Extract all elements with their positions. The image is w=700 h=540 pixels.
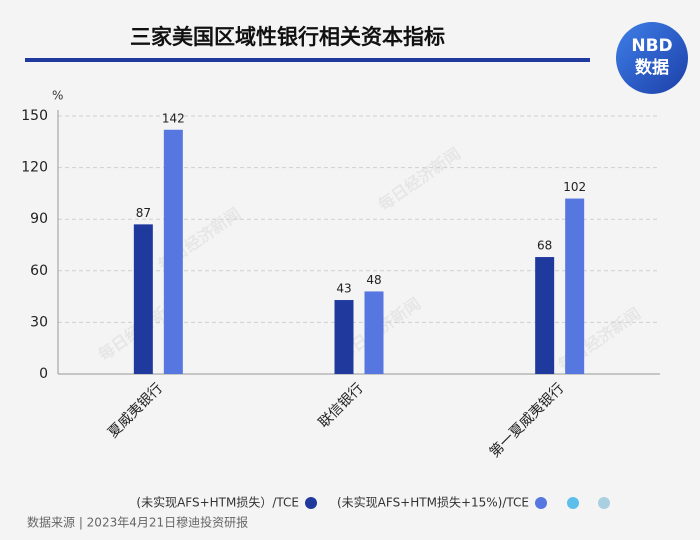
- y-tick-label: 150: [21, 108, 48, 124]
- y-tick-label: 120: [21, 160, 48, 176]
- y-tick-label: 90: [30, 211, 48, 227]
- value-label: 68: [537, 239, 552, 253]
- bar: [163, 129, 183, 374]
- logo-bottom: 数据: [635, 57, 669, 78]
- y-tick-label: 60: [30, 263, 48, 279]
- value-label: 102: [563, 180, 586, 194]
- legend-dot: [567, 497, 579, 509]
- bar: [535, 257, 555, 374]
- bar: [565, 198, 585, 374]
- legend-dot: [598, 497, 610, 509]
- legend-swatch: [535, 497, 547, 509]
- legend-label: (未实现AFS+HTM损失+15%)/TCE: [337, 495, 529, 510]
- y-unit: %: [52, 89, 63, 103]
- legend-label: (未实现AFS+HTM损失）/TCE: [136, 495, 299, 510]
- logo-top: NBD: [631, 36, 672, 56]
- bar: [364, 291, 384, 374]
- bar: [334, 300, 354, 374]
- value-label: 43: [336, 282, 351, 296]
- y-tick-label: 0: [39, 366, 48, 382]
- legend-swatch: [305, 497, 317, 509]
- chart-title: 三家美国区域性银行相关资本指标: [130, 25, 445, 49]
- value-label: 87: [136, 206, 151, 220]
- source: 数据来源 | 2023年4月21日穆迪投资研报: [27, 515, 248, 530]
- value-label: 142: [162, 111, 185, 125]
- title-underline: [25, 58, 590, 62]
- y-tick-label: 30: [30, 314, 48, 330]
- value-label: 48: [366, 273, 381, 287]
- logo-circle: [616, 22, 688, 94]
- bar: [133, 224, 153, 374]
